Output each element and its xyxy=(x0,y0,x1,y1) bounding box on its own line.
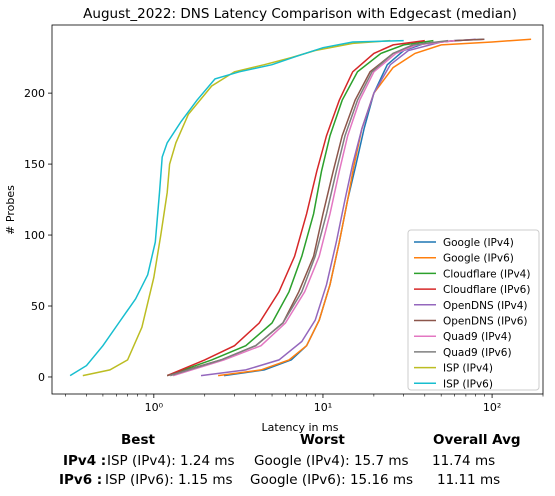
x-tick-label: 10¹ xyxy=(314,401,332,414)
legend-entry: OpenDNS (IPv6) xyxy=(443,316,528,328)
series-line-4 xyxy=(200,38,476,377)
legend-entry: Quad9 (IPv4) xyxy=(443,331,512,343)
y-tick-label: 200 xyxy=(24,87,45,100)
y-tick-label: 150 xyxy=(24,158,45,171)
y-axis: 0 50 100 150 200 xyxy=(24,87,52,384)
y-tick-label: 50 xyxy=(31,300,45,313)
series-line-6 xyxy=(172,39,455,377)
y-tick-label: 100 xyxy=(24,229,45,242)
x-tick-label: 10⁰ xyxy=(145,401,164,414)
x-axis-label: Latency in ms xyxy=(262,421,339,434)
series-line-7 xyxy=(169,39,449,377)
series-line-3 xyxy=(166,39,425,377)
x-axis: 10⁰ 10¹ 10² xyxy=(65,394,544,414)
x-tick-label: 10² xyxy=(483,401,501,414)
legend-entry: ISP (IPv4) xyxy=(443,363,493,375)
legend-entry: OpenDNS (IPv4) xyxy=(443,300,528,312)
series-line-2 xyxy=(166,39,434,377)
series-line-9 xyxy=(69,39,404,377)
legend-entry: ISP (IPv6) xyxy=(443,378,493,390)
legend-entry: Google (IPv4) xyxy=(443,237,514,249)
chart-title: August_2022: DNS Latency Comparison with… xyxy=(83,6,517,22)
legend-entry: Cloudflare (IPv6) xyxy=(443,284,530,296)
legend-entry: Quad9 (IPv6) xyxy=(443,347,512,359)
legend: Google (IPv4) Google (IPv6) Cloudflare (IP… xyxy=(407,229,540,391)
y-tick-label: 0 xyxy=(38,371,45,384)
y-axis-label: # Probes xyxy=(4,185,17,235)
plot-frame xyxy=(51,24,544,395)
legend-entry: Google (IPv6) xyxy=(443,253,514,265)
legend-box xyxy=(407,229,540,391)
plot-area xyxy=(51,24,544,395)
legend-entry: Cloudflare (IPv4) xyxy=(443,268,530,280)
series-line-1 xyxy=(218,38,532,377)
